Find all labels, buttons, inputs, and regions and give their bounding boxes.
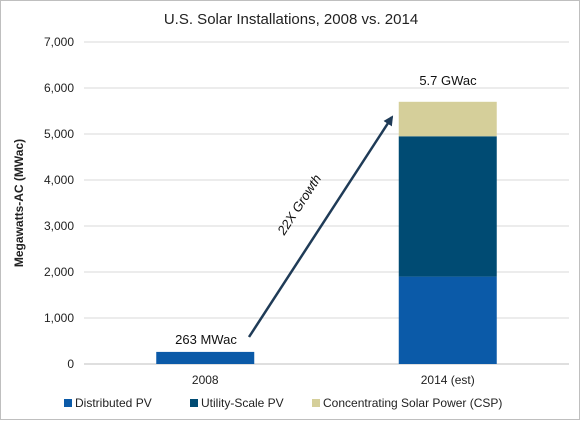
y-tick-label: 5,000 — [44, 127, 74, 141]
y-tick-label: 0 — [67, 357, 74, 371]
legend-label: Distributed PV — [75, 396, 152, 410]
x-tick-label: 2014 (est) — [421, 373, 475, 387]
annotation-2008: 263 MWac — [175, 332, 237, 347]
y-tick-label: 7,000 — [44, 35, 74, 49]
growth-annotation: 22X Growth — [274, 172, 325, 239]
y-tick-label: 1,000 — [44, 311, 74, 325]
growth-arrow — [247, 115, 394, 338]
legend: Distributed PV Utility-Scale PV Concentrat… — [64, 396, 502, 410]
y-tick-label: 2,000 — [44, 265, 74, 279]
bar-segment — [398, 101, 497, 137]
legend-swatch — [312, 399, 320, 407]
bar-segment — [398, 136, 497, 277]
y-tick-label: 6,000 — [44, 81, 74, 95]
annotation-2014: 5.7 GWac — [419, 73, 477, 88]
bar-segment — [398, 276, 497, 364]
bar-segment — [156, 351, 255, 364]
bars — [156, 101, 497, 364]
x-axis-ticks: 2008 2014 (est) — [192, 373, 475, 387]
y-axis-ticks: 0 1,000 2,000 3,000 4,000 5,000 6,000 7,000 — [44, 35, 74, 371]
x-tick-label: 2008 — [192, 373, 219, 387]
y-axis-label: Megawatts-AC (MWac) — [12, 139, 26, 267]
y-tick-label: 3,000 — [44, 219, 74, 233]
legend-swatch — [190, 399, 198, 407]
y-tick-label: 4,000 — [44, 173, 74, 187]
chart-title: U.S. Solar Installations, 2008 vs. 2014 — [164, 11, 418, 28]
gridlines — [84, 41, 569, 319]
legend-label: Concentrating Solar Power (CSP) — [323, 396, 502, 410]
legend-swatch — [64, 399, 72, 407]
legend-label: Utility-Scale PV — [201, 396, 284, 410]
